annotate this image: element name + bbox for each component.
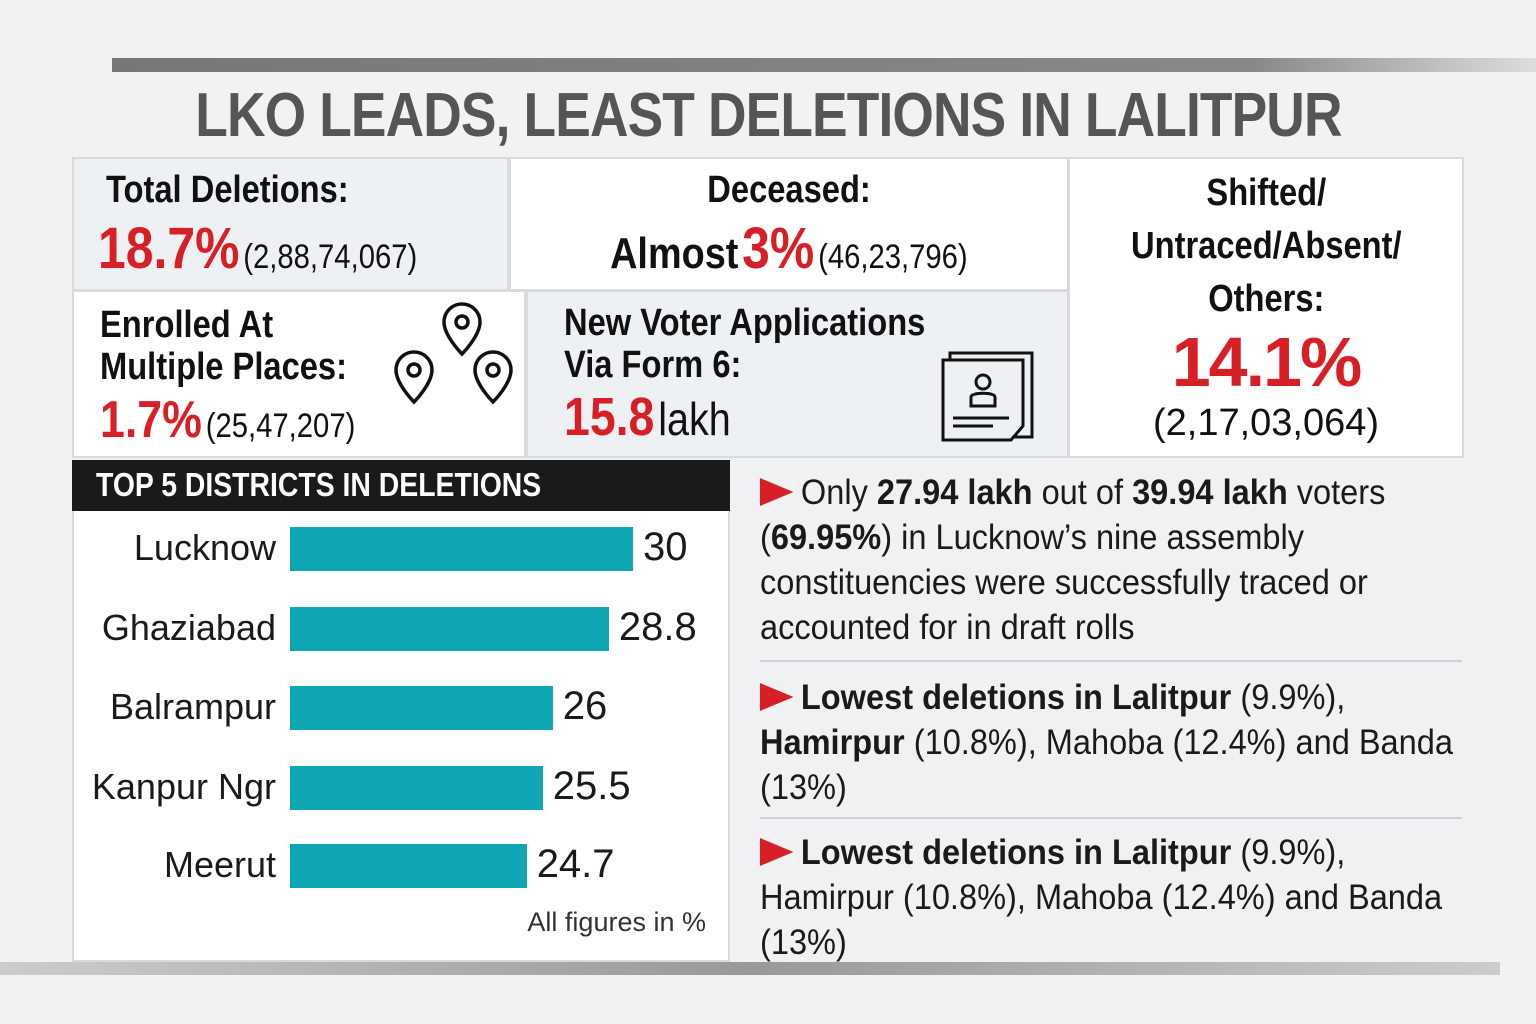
key-point: Lowest deletions in Lalitpur (9.9%), Ham… <box>760 675 1476 810</box>
key-point-text: 69.95% <box>770 518 882 557</box>
multiple-places-card: Enrolled At Multiple Places: 1.7% (25,47,… <box>72 290 526 458</box>
divider <box>760 817 1462 819</box>
shifted-pct: 14.1% <box>1171 323 1362 401</box>
chart-note: All figures in % <box>527 907 706 937</box>
total-count: (2,88,74,067) <box>243 238 418 276</box>
location-pin-icons <box>394 302 513 405</box>
deceased-pct: 3% <box>742 216 815 281</box>
top-rule <box>112 58 1536 72</box>
bottom-rule <box>0 962 1500 975</box>
key-point-text: Only <box>800 473 877 512</box>
divider <box>760 660 1462 662</box>
shifted-label-3: Others: <box>1207 278 1325 320</box>
bar <box>290 607 609 651</box>
key-point-text: 39.94 lakh <box>1132 473 1288 512</box>
bar-value-label: 26 <box>562 684 608 728</box>
key-point-text: 27.94 lakh <box>876 473 1033 512</box>
bar-value-label: 30 <box>643 525 688 569</box>
key-point: Only 27.94 lakh out of 39.94 lakh voters… <box>760 470 1476 650</box>
key-point-text: Lowest deletions in Lalitpur <box>800 678 1232 717</box>
bar <box>290 766 543 810</box>
bar-value-label: 28.8 <box>618 605 697 649</box>
bar <box>290 844 527 888</box>
chart-title: TOP 5 DISTRICTS IN DELETIONS <box>72 460 730 511</box>
total-pct: 18.7% <box>98 216 240 281</box>
deceased-prefix: Almost <box>610 229 739 278</box>
title-text: LKO LEADS, LEAST DELETIONS IN LALITPUR <box>194 81 1342 150</box>
total-deletions-card: Total Deletions: 18.7% (2,88,74,067) <box>72 157 509 291</box>
key-point-text: Lowest deletions in Lalitpur <box>800 833 1232 872</box>
location-pin-icon <box>473 350 513 405</box>
deceased-card: Deceased: Almost 3% (46,23,796) <box>509 157 1069 291</box>
key-point: Lowest deletions in Lalitpur (9.9%), Ham… <box>760 830 1476 965</box>
key-point-text: ) in Lucknow’s nine assembly constituenc… <box>760 518 1368 647</box>
new-voter-label-1: New Voter Applications <box>564 302 926 344</box>
shifted-label-1: Shifted/ <box>1206 172 1326 214</box>
bar-value-label: 25.5 <box>552 764 631 808</box>
deceased-label: Deceased: <box>707 169 871 211</box>
key-point-text: out of <box>1032 473 1133 512</box>
key-point-text: Hamirpur <box>760 723 905 762</box>
form-document-icon <box>941 351 1034 442</box>
red-arrow-icon <box>760 478 794 506</box>
multiple-label-1: Enrolled At <box>100 304 274 346</box>
bar <box>290 527 633 571</box>
red-arrow-icon <box>760 838 794 866</box>
total-label: Total Deletions: <box>106 169 349 211</box>
key-points-panel: Only 27.94 lakh out of 39.94 lakh voters… <box>732 460 1464 962</box>
key-point-text: (10.8%), Mahoba (12.4%) and Banda (13%) <box>760 723 1453 807</box>
shifted-count: (2,17,03,064) <box>1152 402 1380 444</box>
bar-label: Meerut <box>163 844 276 885</box>
location-pin-icon <box>442 302 482 357</box>
key-point-text: (9.9%), <box>1231 678 1346 717</box>
new-voter-value: 15.8 <box>564 387 655 447</box>
shifted-label-2: Untraced/Absent/ <box>1130 225 1402 267</box>
multiple-count: (25,47,207) <box>205 407 356 445</box>
bar-label: Lucknow <box>133 527 276 568</box>
page-title: LKO LEADS, LEAST DELETIONS IN LALITPUR <box>0 80 1536 151</box>
shifted-card: Shifted/Untraced/Absent/Others: 14.1% (2… <box>1068 157 1464 458</box>
red-arrow-icon <box>760 683 794 711</box>
multiple-pct: 1.7% <box>100 391 202 449</box>
bar-label: Ghaziabad <box>101 607 276 648</box>
new-voter-unit: lakh <box>658 393 731 445</box>
bar <box>290 686 553 730</box>
bar-label: Kanpur Ngr <box>91 766 276 807</box>
deceased-count: (46,23,796) <box>818 238 968 276</box>
location-pin-icon <box>394 350 434 405</box>
new-voter-label-2: Via Form 6: <box>564 344 742 386</box>
new-voter-card: New Voter Applications Via Form 6: 15.8 l… <box>526 290 1069 458</box>
key-point-text: voters ( <box>760 473 1386 557</box>
bar-chart: All figures in % Lucknow 30 Ghaziabad 28.8 B… <box>72 511 730 962</box>
bar-value-label: 24.7 <box>536 842 615 886</box>
bar-label: Balrampur <box>109 686 276 727</box>
chart-title-text: TOP 5 DISTRICTS IN DELETIONS <box>96 466 542 503</box>
key-point-text: (9.9%), Hamirpur (10.8%), Mahoba (12.4%)… <box>760 833 1443 962</box>
multiple-label-2: Multiple Places: <box>100 346 347 388</box>
